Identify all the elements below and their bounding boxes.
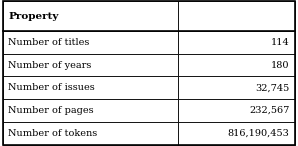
Bar [178, 54, 295, 76]
Text: 180: 180 [271, 61, 290, 69]
Bar [3, 31, 178, 54]
Bar [3, 76, 178, 99]
Text: Number of years: Number of years [8, 61, 92, 69]
Bar [3, 1, 178, 31]
Text: Number of pages: Number of pages [8, 106, 94, 115]
Text: 816,190,453: 816,190,453 [228, 129, 290, 138]
Bar [178, 122, 295, 145]
Text: Property: Property [8, 12, 59, 21]
Bar [178, 1, 295, 31]
Bar [178, 99, 295, 122]
Text: 32,745: 32,745 [255, 83, 290, 92]
Text: 232,567: 232,567 [249, 106, 290, 115]
Bar [3, 99, 178, 122]
Bar [3, 54, 178, 76]
Bar [178, 31, 295, 54]
Bar [178, 76, 295, 99]
Text: Number of issues: Number of issues [8, 83, 95, 92]
Text: Number of titles: Number of titles [8, 38, 90, 47]
Text: Number of tokens: Number of tokens [8, 129, 97, 138]
Text: 114: 114 [271, 38, 290, 47]
Bar [3, 122, 178, 145]
